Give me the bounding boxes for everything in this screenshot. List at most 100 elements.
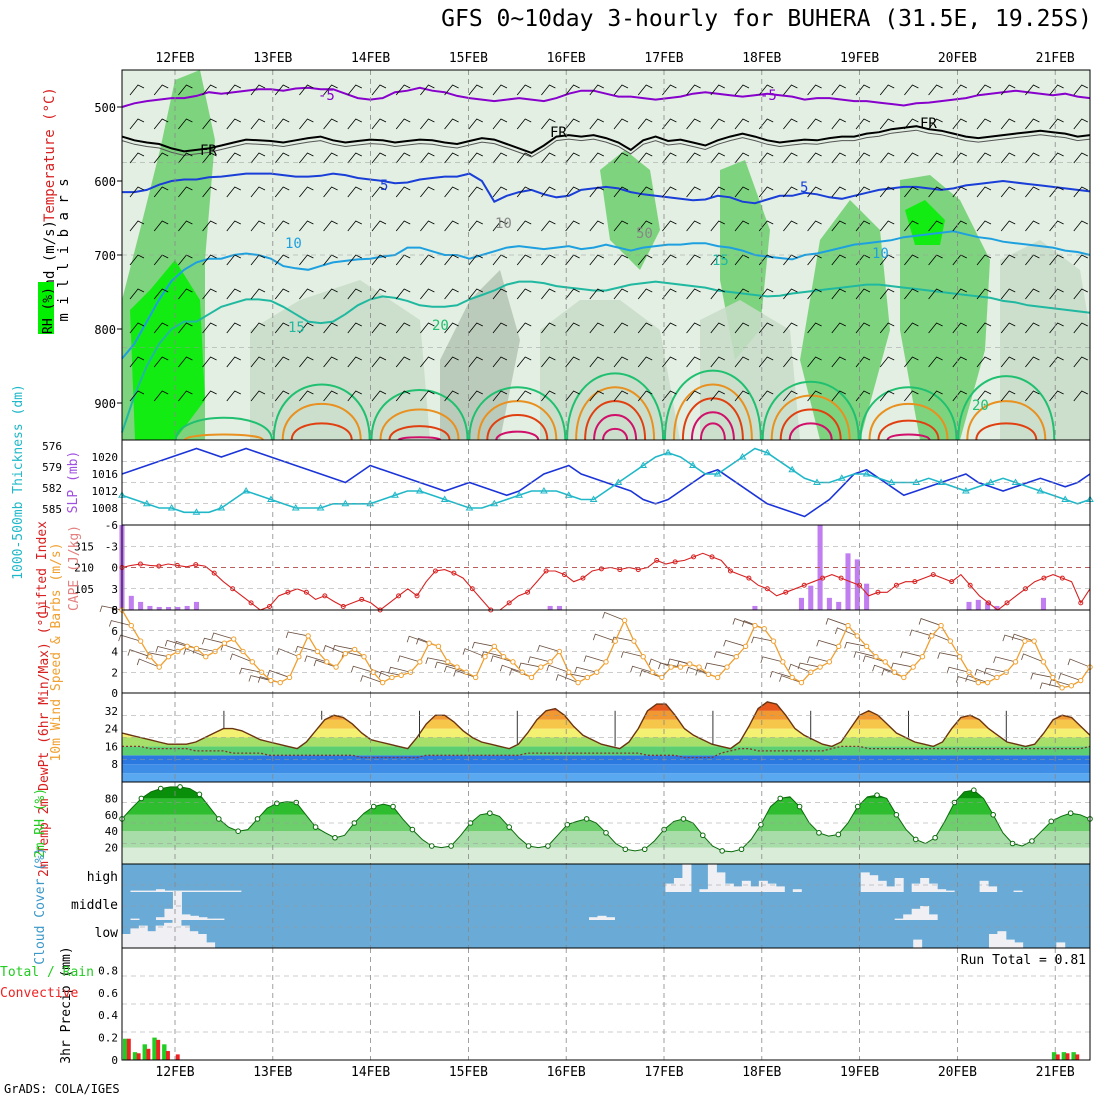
wind-barb-glyph xyxy=(904,84,919,96)
wind-barb-glyph xyxy=(129,254,145,266)
rh-band xyxy=(122,798,1090,815)
wind-barb-glyph xyxy=(965,675,988,684)
wind-barb-glyph xyxy=(879,152,895,164)
wind-barb-glyph xyxy=(129,288,145,300)
wind-barb-glyph xyxy=(299,288,314,300)
temperature-dome-contour xyxy=(699,422,726,441)
precip-total-legend: Total / Rain xyxy=(0,965,94,980)
wind-barb-glyph xyxy=(395,288,411,300)
cape-bar xyxy=(128,595,134,610)
wind-barb-glyph xyxy=(1000,186,1016,198)
isotherm-1-line xyxy=(121,125,1091,155)
rh-marker xyxy=(390,803,396,810)
wind-speed-marker xyxy=(361,653,367,660)
precip-total-bar xyxy=(1061,1052,1067,1060)
thickness-marker xyxy=(837,474,846,481)
top-day-label: 17FEB xyxy=(644,51,683,66)
wind-speed-marker xyxy=(193,645,200,652)
wind-speed-marker xyxy=(1012,659,1019,665)
cape-axis-label: CAPE (J/kg) xyxy=(67,525,82,611)
wind-barb-glyph xyxy=(807,220,822,232)
cape-bar xyxy=(156,606,162,610)
wind-barb-glyph xyxy=(1049,679,1072,687)
temperature-dome-contour xyxy=(859,386,958,441)
wind-barb-glyph xyxy=(879,322,895,334)
top-day-label: 21FEB xyxy=(1036,51,1075,66)
bottom-day-label: 14FEB xyxy=(351,1065,390,1080)
wind-barb-glyph xyxy=(1049,288,1064,300)
wind-barb-glyph xyxy=(250,186,266,198)
wind-barb-glyph xyxy=(492,220,508,232)
wind-speed-marker xyxy=(491,643,498,650)
temperature-dome-contour xyxy=(495,430,540,441)
lifted-index-marker xyxy=(654,557,660,563)
rh-axis-label: 2m RH (%) xyxy=(33,788,48,858)
contour-label: 20 xyxy=(432,318,449,334)
rh-marker xyxy=(177,784,183,790)
cloud-high-bar xyxy=(877,880,887,892)
cloud-low-bar xyxy=(197,934,207,948)
wind-barb-glyph xyxy=(686,118,701,130)
wind-speed-marker xyxy=(929,633,935,639)
wind-barb-glyph xyxy=(1000,220,1016,232)
wind-barb-glyph xyxy=(662,288,677,300)
thickness-marker xyxy=(465,504,474,511)
temperature-dome-contour xyxy=(468,386,567,441)
wind-barb-glyph xyxy=(250,118,266,130)
wind-barb-glyph xyxy=(202,84,217,96)
temperature-band xyxy=(122,755,1090,765)
wind-speed-marker xyxy=(184,643,190,650)
wind-barb-glyph xyxy=(468,288,483,300)
wind-barb-glyph xyxy=(976,288,992,300)
cloud-middle-bar xyxy=(164,908,174,920)
wind-barb-glyph xyxy=(295,646,318,653)
cloud-low-bar xyxy=(997,931,1007,948)
wind-barb-glyph xyxy=(807,152,822,164)
wind-barb-glyph xyxy=(855,390,871,402)
run-total-annotation: Run Total = 0.81 xyxy=(961,953,1086,968)
cloud-low-bar xyxy=(1056,942,1066,948)
wind-barb-glyph xyxy=(183,648,206,658)
wind-speed-marker xyxy=(854,633,861,639)
wind-tick-label: 8 xyxy=(111,604,118,617)
wind-barb-glyph xyxy=(444,356,459,368)
wind-barb-glyph xyxy=(420,152,435,164)
wind-speed-marker xyxy=(575,679,581,686)
precip-total-bar xyxy=(152,1037,157,1060)
lifted-index-marker xyxy=(248,600,254,606)
cloud-high-bar xyxy=(172,890,182,892)
wind-barb-glyph xyxy=(976,84,992,96)
temperature-dome-contour xyxy=(761,380,860,441)
wind-barb-glyph xyxy=(630,665,653,673)
wind-speed-marker xyxy=(1050,674,1056,681)
wind-barb-glyph xyxy=(1000,84,1016,96)
wind-barb-glyph xyxy=(444,152,459,164)
wind-barb-glyph xyxy=(952,322,967,334)
wind-speed-marker xyxy=(1068,683,1075,689)
wind-barb-glyph xyxy=(686,186,701,198)
credit-text: GrADS: COLA/IGES xyxy=(4,1082,120,1096)
thickness-marker xyxy=(1061,495,1070,502)
temperature-dome-contour xyxy=(868,402,949,441)
cloud-high-bar xyxy=(733,886,743,892)
wind-speed-marker xyxy=(351,646,358,653)
wind-barb-glyph xyxy=(732,618,756,626)
wind-barb-glyph xyxy=(565,186,580,198)
wind-barb-glyph xyxy=(574,666,597,674)
wind-barb-glyph xyxy=(202,254,217,266)
wind-barb-glyph xyxy=(1002,634,1025,642)
wind-barb-glyph xyxy=(226,322,241,334)
wind-barb-glyph xyxy=(347,322,362,334)
wind-barb-glyph xyxy=(332,644,355,652)
wind-barb-glyph xyxy=(395,356,411,368)
contour-label: FR xyxy=(200,143,217,159)
wind-barb-glyph xyxy=(371,118,387,130)
temperature-band xyxy=(122,773,1090,782)
wind-barb-glyph xyxy=(1025,288,1040,300)
wind-barb-glyph xyxy=(250,356,266,368)
wind-barb-glyph xyxy=(1025,356,1040,368)
temperature-dome-contour xyxy=(672,383,753,441)
wind-barb-glyph xyxy=(1049,254,1064,266)
wind-speed-marker xyxy=(1022,638,1028,644)
wind-barb-glyph xyxy=(976,186,992,198)
